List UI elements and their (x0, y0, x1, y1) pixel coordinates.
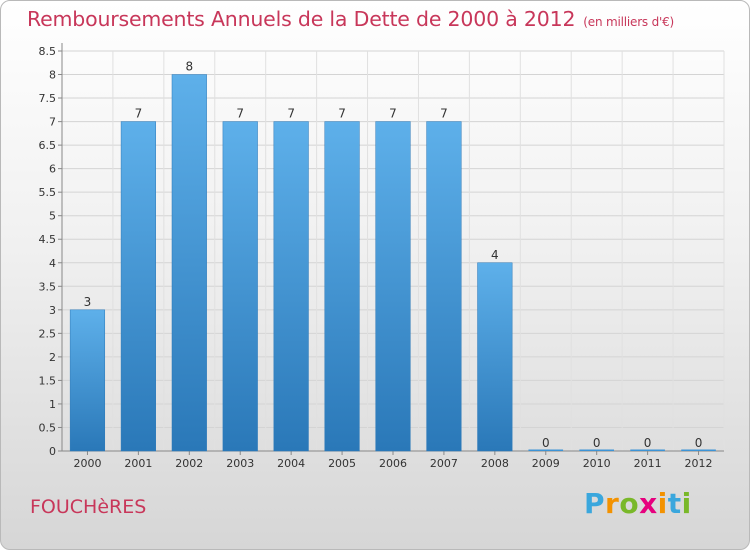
data-label: 7 (236, 107, 244, 121)
bar (426, 121, 462, 452)
x-tick-label: 2003 (226, 457, 254, 470)
x-tick-label: 2007 (430, 457, 458, 470)
chart-subtitle: (en milliers d'€) (583, 15, 675, 29)
y-tick-label: 5 (49, 210, 56, 223)
y-tick-label: 3.5 (39, 280, 57, 293)
bar (579, 449, 615, 451)
commune-name: FOUCHèRES (30, 496, 147, 518)
y-tick-label: 6.5 (39, 139, 57, 152)
logo-letter: r (605, 487, 620, 520)
logo-letter: x (639, 487, 658, 520)
x-tick-label: 2000 (73, 457, 101, 470)
y-tick-label: 8.5 (39, 45, 57, 58)
x-tick-label: 2012 (685, 457, 713, 470)
data-label: 7 (389, 107, 397, 121)
data-label: 3 (84, 295, 92, 309)
x-tick-label: 2001 (124, 457, 152, 470)
y-tick-label: 3 (49, 304, 56, 317)
data-label: 0 (593, 436, 601, 450)
y-tick-label: 4 (49, 257, 56, 270)
bar (171, 74, 207, 452)
bar (69, 309, 106, 452)
y-tick-label: 2.5 (39, 327, 57, 340)
data-labels: 3 7 8 7 7 7 7 7 4 0 0 0 0 (84, 60, 703, 450)
data-label: 0 (542, 436, 550, 450)
logo-letter: P (584, 487, 606, 520)
y-tick-label: 5.5 (39, 186, 57, 199)
y-tick-label: 1 (49, 398, 56, 411)
x-tick-label: 2006 (379, 457, 407, 470)
data-label: 7 (135, 107, 143, 121)
data-label: 8 (185, 60, 193, 74)
chart-title: Remboursements Annuels de la Dette de 20… (27, 7, 675, 31)
bar (120, 121, 156, 452)
data-label: 7 (287, 107, 295, 121)
x-tick-label: 2008 (481, 457, 509, 470)
x-tick-label: 2005 (328, 457, 356, 470)
y-tick-label: 0 (49, 445, 56, 458)
y-tick-label: 6 (49, 163, 56, 176)
y-tick-label: 4.5 (39, 233, 57, 246)
bar (528, 449, 564, 451)
bar (222, 121, 258, 452)
logo-letter: o (619, 487, 640, 520)
x-tick-label: 2010 (583, 457, 611, 470)
y-tick-label: 2 (49, 351, 56, 364)
logo-letter: i (657, 487, 668, 520)
bar (375, 121, 411, 452)
y-tick-label: 8 (49, 69, 56, 82)
y-tick-label: 7 (49, 116, 56, 129)
y-tick-label: 1.5 (39, 374, 57, 387)
y-tick-label: 7.5 (39, 92, 57, 105)
bar (273, 121, 309, 452)
proxiti-logo: Proxiti (584, 487, 692, 520)
bar (324, 121, 360, 452)
y-tick-label: 0.5 (39, 421, 57, 434)
data-label: 0 (695, 436, 703, 450)
bar (630, 449, 665, 451)
data-label: 7 (338, 107, 346, 121)
bar (477, 262, 513, 452)
bar (681, 449, 716, 451)
logo-letter: i (681, 487, 692, 520)
x-tick-label: 2009 (532, 457, 560, 470)
logo-letter: t (667, 487, 682, 520)
data-label: 7 (440, 107, 448, 121)
bars (69, 74, 716, 452)
data-label: 4 (491, 248, 499, 262)
x-tick-label: 2004 (277, 457, 305, 470)
x-tick-label: 2011 (634, 457, 662, 470)
data-label: 0 (644, 436, 652, 450)
x-tick-label: 2002 (175, 457, 203, 470)
